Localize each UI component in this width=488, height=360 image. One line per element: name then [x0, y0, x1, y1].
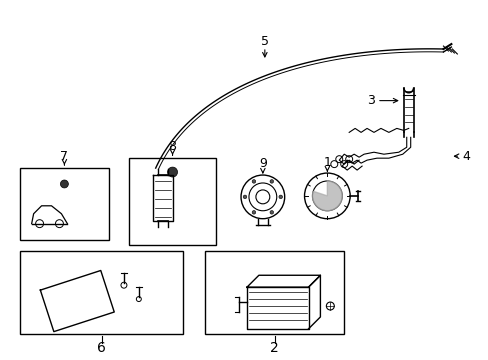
Text: 3: 3 [366, 94, 374, 107]
Polygon shape [312, 181, 342, 211]
Bar [205, 251, 344, 334]
Text: 7: 7 [61, 150, 68, 163]
Circle shape [278, 195, 282, 199]
Circle shape [243, 195, 246, 199]
Bar [129, 158, 216, 246]
Bar [20, 168, 109, 239]
Text: 4: 4 [461, 150, 469, 163]
Text: 9: 9 [258, 157, 266, 170]
Circle shape [252, 211, 255, 214]
Circle shape [252, 180, 255, 183]
Text: 6: 6 [97, 341, 106, 355]
Text: 1: 1 [323, 156, 330, 168]
Circle shape [61, 180, 68, 188]
Text: 8: 8 [168, 140, 176, 153]
Bar [20, 251, 183, 334]
Circle shape [269, 211, 273, 214]
Circle shape [269, 180, 273, 183]
Text: 5: 5 [260, 35, 268, 48]
Circle shape [167, 167, 177, 177]
Text: 2: 2 [270, 341, 279, 355]
